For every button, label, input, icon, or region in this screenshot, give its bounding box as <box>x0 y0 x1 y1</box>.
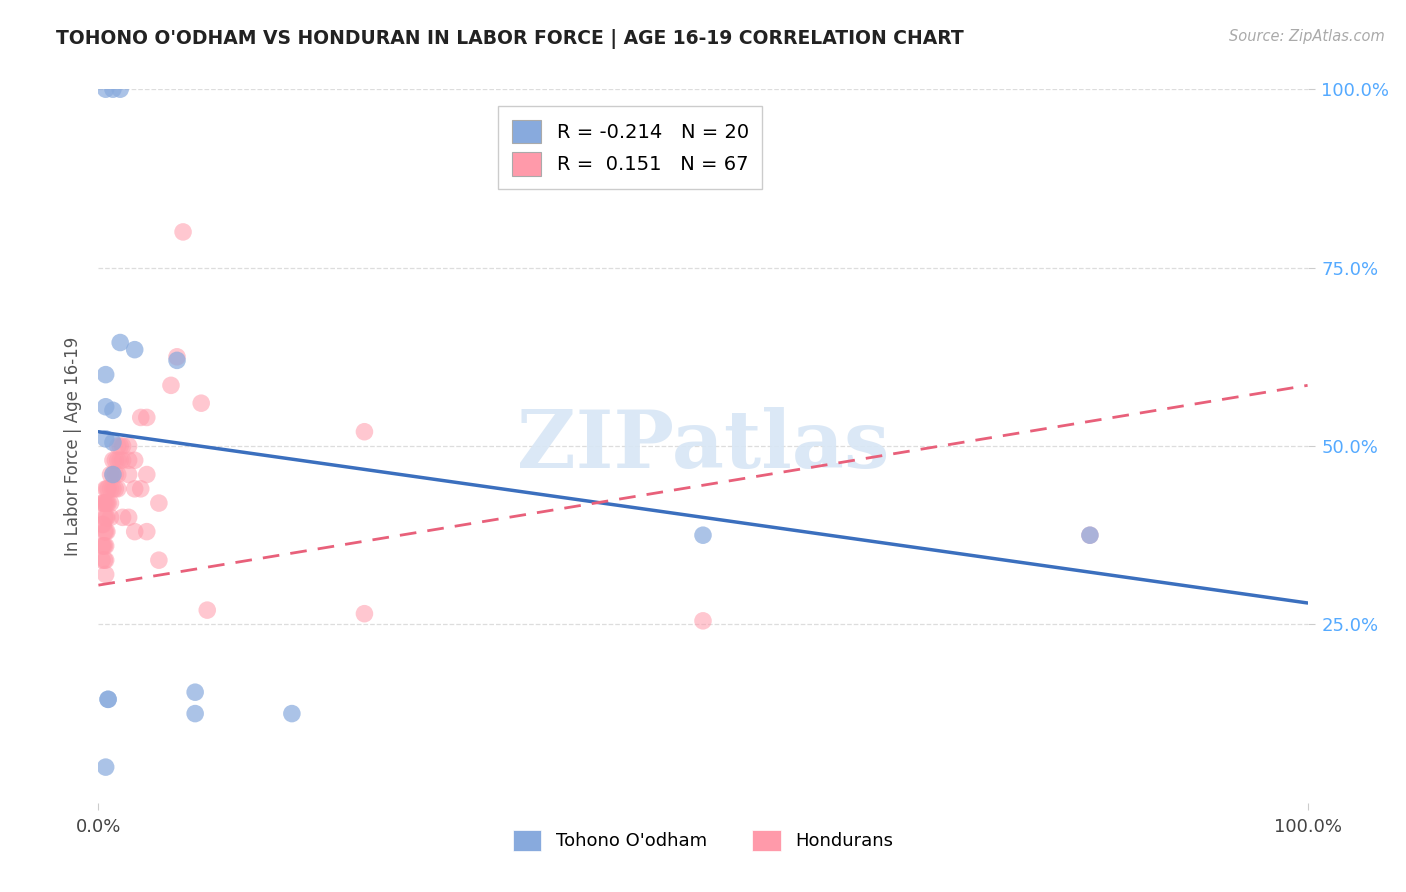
Point <box>104 467 127 482</box>
Point <box>93 524 115 539</box>
Point <box>96 510 118 524</box>
Point <box>100 482 122 496</box>
Point <box>100 496 122 510</box>
Point <box>101 435 124 450</box>
Point <box>108 82 131 96</box>
Point <box>118 439 141 453</box>
Point <box>94 510 117 524</box>
Point <box>124 524 146 539</box>
Point <box>118 467 141 482</box>
Point <box>692 528 714 542</box>
Point <box>91 496 114 510</box>
Point <box>135 467 157 482</box>
Point <box>94 368 117 382</box>
Point <box>96 496 118 510</box>
Point <box>124 453 146 467</box>
Point <box>97 496 120 510</box>
Point <box>107 439 129 453</box>
Legend: Tohono O'odham, Hondurans: Tohono O'odham, Hondurans <box>505 822 901 858</box>
Point <box>118 453 141 467</box>
Point <box>111 453 134 467</box>
Text: TOHONO O'ODHAM VS HONDURAN IN LABOR FORCE | AGE 16-19 CORRELATION CHART: TOHONO O'ODHAM VS HONDURAN IN LABOR FORC… <box>56 29 965 48</box>
Point <box>96 524 118 539</box>
Point <box>94 524 117 539</box>
Point <box>91 517 114 532</box>
Point <box>108 439 131 453</box>
Point <box>96 482 118 496</box>
Point <box>353 425 375 439</box>
Point <box>124 482 146 496</box>
Point <box>1078 528 1101 542</box>
Point <box>184 685 207 699</box>
Point <box>281 706 304 721</box>
Text: Source: ZipAtlas.com: Source: ZipAtlas.com <box>1229 29 1385 44</box>
Point <box>94 400 117 414</box>
Point <box>184 706 207 721</box>
Point <box>129 410 152 425</box>
Point <box>94 496 117 510</box>
Point <box>111 439 134 453</box>
Point <box>148 553 170 567</box>
Point <box>94 539 117 553</box>
Point <box>94 553 117 567</box>
Point <box>91 496 114 510</box>
Point <box>100 467 122 482</box>
Point <box>101 453 124 467</box>
Point <box>107 467 129 482</box>
Point <box>104 453 127 467</box>
Point <box>93 510 115 524</box>
Point <box>692 614 714 628</box>
Point <box>101 467 124 482</box>
Y-axis label: In Labor Force | Age 16-19: In Labor Force | Age 16-19 <box>65 336 83 556</box>
Point <box>93 496 115 510</box>
Point <box>148 496 170 510</box>
Point <box>108 453 131 467</box>
Point <box>91 517 114 532</box>
Point <box>101 467 124 482</box>
Point <box>160 378 183 392</box>
Point <box>118 510 141 524</box>
Point <box>94 432 117 446</box>
Point <box>101 403 124 417</box>
Point <box>129 482 152 496</box>
Point <box>94 82 117 96</box>
Point <box>135 410 157 425</box>
Point <box>94 760 117 774</box>
Point <box>97 692 120 706</box>
Point <box>97 482 120 496</box>
Text: ZIPatlas: ZIPatlas <box>517 407 889 485</box>
Point <box>94 482 117 496</box>
Point <box>190 396 212 410</box>
Point <box>107 453 129 467</box>
Point <box>91 553 114 567</box>
Point <box>93 539 115 553</box>
Point <box>353 607 375 621</box>
Point <box>1078 528 1101 542</box>
Point <box>91 539 114 553</box>
Point <box>135 524 157 539</box>
Point <box>108 335 131 350</box>
Point <box>101 82 124 96</box>
Point <box>93 553 115 567</box>
Point <box>91 539 114 553</box>
Point <box>94 567 117 582</box>
Point <box>195 603 218 617</box>
Point <box>166 350 188 364</box>
Point <box>97 692 120 706</box>
Point <box>104 482 127 496</box>
Point <box>124 343 146 357</box>
Point <box>107 482 129 496</box>
Point <box>100 510 122 524</box>
Point <box>101 482 124 496</box>
Point <box>166 353 188 368</box>
Point <box>172 225 194 239</box>
Point <box>111 510 134 524</box>
